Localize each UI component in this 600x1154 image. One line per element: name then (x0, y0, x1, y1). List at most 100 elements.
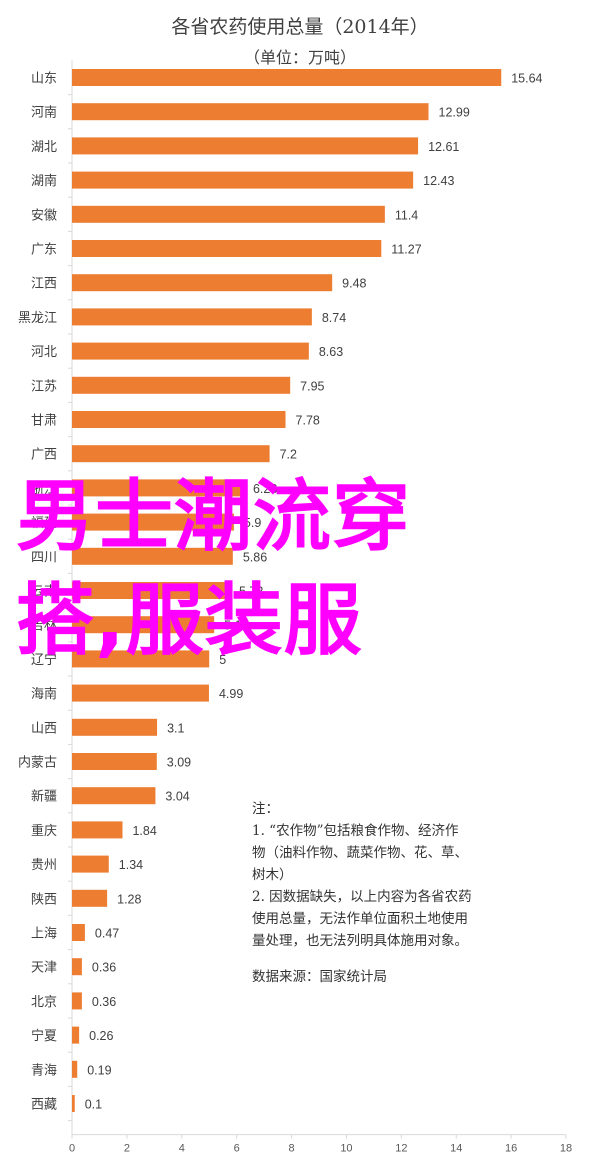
category-label: 江苏 (31, 378, 57, 394)
x-tick-label: 12 (395, 1143, 407, 1154)
overlay-text-line-2: 搭,服装服 (16, 576, 363, 666)
chart-subtitle: （单位：万吨） (243, 48, 356, 67)
data-label: 4.99 (219, 687, 243, 701)
bar (72, 958, 82, 976)
note-line: 注： (252, 801, 279, 817)
data-label: 0.36 (92, 995, 116, 1009)
x-tick-label: 6 (234, 1143, 240, 1154)
data-label: 7.2 (280, 448, 297, 462)
data-label: 0.36 (92, 961, 116, 975)
bar (72, 992, 82, 1010)
data-label: 6.23 (253, 482, 277, 496)
category-label: 湖南 (31, 173, 57, 189)
note-line: 使用总量，无法作单位面积土地使用 (252, 911, 468, 927)
bar (72, 821, 123, 839)
category-label: 安徽 (31, 208, 57, 223)
bar (72, 855, 109, 873)
bar (72, 787, 156, 805)
bar (72, 205, 385, 223)
overlay-text-line-1: 男士潮流穿 (16, 472, 412, 562)
data-label: 5.9 (244, 516, 261, 530)
data-label: 3.04 (165, 790, 189, 804)
bar (72, 1026, 80, 1044)
data-label: 7.95 (300, 379, 324, 393)
category-label: 福建 (31, 516, 57, 531)
category-label: 浙江 (31, 482, 57, 497)
category-label: 甘肃 (31, 414, 57, 429)
data-label: 3.1 (167, 721, 184, 735)
x-tick-label: 0 (69, 1143, 75, 1154)
bar (72, 103, 429, 121)
data-label: 1.34 (119, 858, 143, 872)
data-label: 5 (219, 653, 226, 667)
data-label: 11.27 (391, 243, 421, 257)
note-line: 树木） (252, 867, 293, 883)
category-label: 河南 (31, 105, 57, 121)
bar (72, 411, 286, 428)
bar (72, 1060, 78, 1078)
data-label: 7.78 (296, 414, 320, 428)
x-tick-label: 18 (560, 1143, 572, 1154)
data-label: 0.26 (89, 1029, 113, 1043)
category-label: 广东 (31, 243, 57, 258)
data-label: 11.4 (395, 208, 418, 222)
overlay-text: 男士潮流穿 搭,服装服 (16, 465, 600, 673)
data-label: 1.84 (132, 824, 156, 838)
bar (72, 308, 312, 326)
bar (72, 684, 209, 702)
category-label: 山东 (31, 72, 57, 87)
chart-title: 各省农药使用总量（2014年） (171, 16, 429, 38)
bar (72, 69, 502, 86)
data-label: 12.43 (423, 174, 454, 188)
data-label: 8.74 (322, 311, 346, 325)
note-line: 物（油料作物、蔬菜作物、花、草、 (252, 845, 468, 861)
data-label: 3.09 (167, 756, 191, 770)
category-label: 宁夏 (31, 1028, 57, 1044)
category-label: 青海 (31, 1063, 57, 1078)
data-label: 1.28 (117, 892, 141, 906)
category-label: 山西 (31, 721, 57, 736)
category-label: 河北 (31, 345, 57, 360)
data-label: 0.19 (87, 1063, 111, 1077)
bar (72, 376, 291, 394)
category-label: 上海 (31, 927, 57, 942)
bar (72, 1095, 75, 1112)
x-tick-label: 4 (179, 1143, 185, 1154)
data-label: 0.1 (85, 1098, 102, 1112)
bar (72, 445, 270, 463)
bar (72, 240, 382, 257)
bar (72, 479, 243, 497)
bar (72, 582, 229, 599)
bar (72, 513, 234, 531)
category-label: 四川 (31, 550, 57, 565)
data-label: 9.48 (342, 277, 366, 291)
category-label: 陕西 (31, 892, 57, 907)
category-label: 湖北 (31, 140, 57, 155)
note-line: 量处理，也无法列明具体施用对象。 (252, 933, 468, 949)
category-label: 西藏 (31, 1098, 57, 1113)
data-label: 0.47 (95, 927, 119, 941)
bar (72, 274, 333, 292)
note-line: 1. “农作物”包括粮食作物、经济作 (252, 823, 459, 839)
bar (72, 547, 233, 565)
x-tick-label: 10 (340, 1143, 352, 1154)
category-label: 重庆 (31, 823, 57, 839)
category-label: 云南 (31, 584, 57, 600)
data-label: 12.99 (439, 106, 470, 120)
data-label: 12.61 (428, 140, 459, 154)
x-tick-label: 8 (288, 1143, 294, 1154)
bar (72, 650, 210, 668)
category-label: 海南 (31, 686, 57, 702)
data-label: 5.18 (224, 619, 248, 633)
category-label: 内蒙古 (18, 755, 57, 771)
bar (72, 753, 157, 770)
data-label: 15.64 (511, 72, 542, 86)
x-tick-label: 2 (124, 1143, 130, 1154)
data-label: 8.63 (319, 345, 343, 359)
bar (72, 924, 85, 941)
data-label: 5.72 (239, 585, 263, 599)
category-label: 江西 (31, 277, 57, 292)
category-label: 黑龙江 (18, 311, 57, 326)
